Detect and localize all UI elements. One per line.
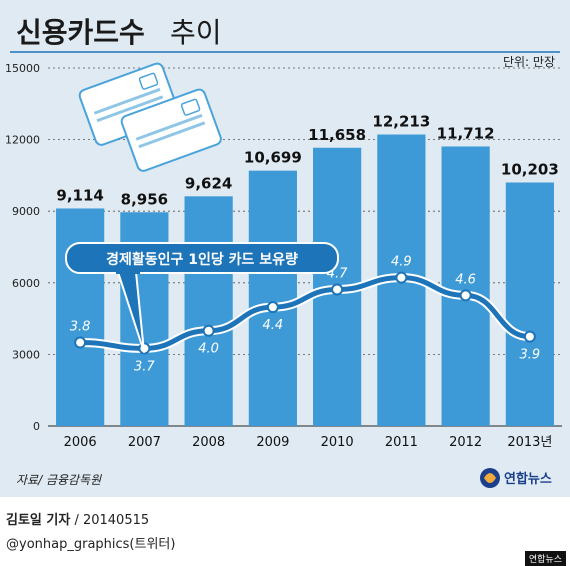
infographic: 신용카드수 추이 단위: 만장 0 3000 6000 9000 12000 15000 … [0, 0, 570, 497]
chart: 신용카드수 추이 단위: 만장 03000600090001200015000 … [5, 16, 562, 488]
svg-text:연합뉴스: 연합뉴스 [504, 471, 552, 487]
line-value-label: 4.0 [198, 342, 219, 357]
x-tick-label: 2010 [321, 435, 354, 450]
x-tick-label: 2013년 [507, 435, 552, 450]
x-axis-ticks: 2006 2007 2008 2009 2010 2011 2012 2013년 [64, 435, 553, 450]
bar-value-label: 11,712 [437, 124, 495, 142]
bar [184, 196, 233, 426]
bar [248, 170, 297, 426]
bar-value-label: 9,114 [56, 186, 103, 204]
y-tick-label: 12000 [5, 134, 40, 147]
x-tick-label: 2012 [449, 435, 482, 450]
line-point [331, 283, 344, 296]
publish-date: / 20140515 [70, 513, 150, 528]
bar [441, 146, 490, 426]
credit-card-illustration [78, 62, 222, 172]
y-tick-label: 9000 [12, 205, 40, 218]
y-tick-label: 15000 [5, 62, 40, 75]
line-point [459, 289, 472, 302]
y-tick-label: 0 [33, 420, 40, 433]
x-tick-label: 2007 [128, 435, 161, 450]
x-tick-label: 2006 [64, 435, 97, 450]
y-axis-ticks: 0 3000 6000 9000 12000 15000 [5, 62, 40, 433]
line-point [266, 301, 279, 314]
line-point [202, 324, 215, 337]
x-tick-label: 2011 [385, 435, 418, 450]
line-value-label: 4.6 [455, 272, 476, 287]
bar-value-label: 11,658 [308, 126, 366, 144]
bar-value-label: 9,624 [185, 174, 232, 192]
source-label: 자료/ 금융감독원 [16, 473, 102, 487]
y-tick-label: 6000 [12, 277, 40, 290]
bar-value-label: 10,203 [501, 160, 559, 178]
bar-value-labels: 9,114 8,956 9,624 10,699 11,658 12,213 11,712 1… [56, 113, 558, 209]
line-series: 3.83.74.04.44.74.94.63.9 [70, 255, 540, 375]
x-tick-label: 2009 [256, 435, 289, 450]
line-point [74, 336, 87, 349]
line-value-label: 3.7 [134, 359, 155, 374]
twitter-handle: @yonhap_graphics(트위터) [6, 537, 176, 552]
bar-value-label: 8,956 [121, 190, 168, 208]
bar [505, 182, 554, 426]
line-point [395, 271, 408, 284]
bar-value-label: 12,213 [372, 113, 430, 131]
line-value-label: 4.4 [263, 318, 284, 333]
bar-value-label: 10,699 [244, 149, 302, 167]
line-point [523, 330, 536, 343]
chart-title: 신용카드수 [16, 16, 145, 49]
line-value-label: 3.9 [520, 348, 541, 363]
footer: 김토일 기자 / 20140515 @yonhap_graphics(트위터) … [0, 497, 570, 566]
line-value-label: 3.8 [70, 320, 91, 335]
line-legend-callout: 경제활동인구 1인당 카드 보유량 [65, 242, 339, 353]
reporter-name: 김토일 기자 [6, 513, 71, 528]
byline: 김토일 기자 / 20140515 [6, 509, 149, 528]
line-value-label: 4.9 [391, 255, 412, 270]
x-tick-label: 2008 [192, 435, 225, 450]
agency-badge: 연합뉴스 [524, 551, 566, 566]
bar [56, 208, 105, 426]
yonhap-logo: 연합뉴스 [480, 468, 552, 488]
line-series-name: 경제활동인구 1인당 카드 보유량 [106, 251, 298, 268]
y-tick-label: 3000 [12, 348, 40, 361]
unit-label: 단위: 만장 [503, 55, 555, 69]
chart-subtitle: 추이 [170, 16, 222, 49]
